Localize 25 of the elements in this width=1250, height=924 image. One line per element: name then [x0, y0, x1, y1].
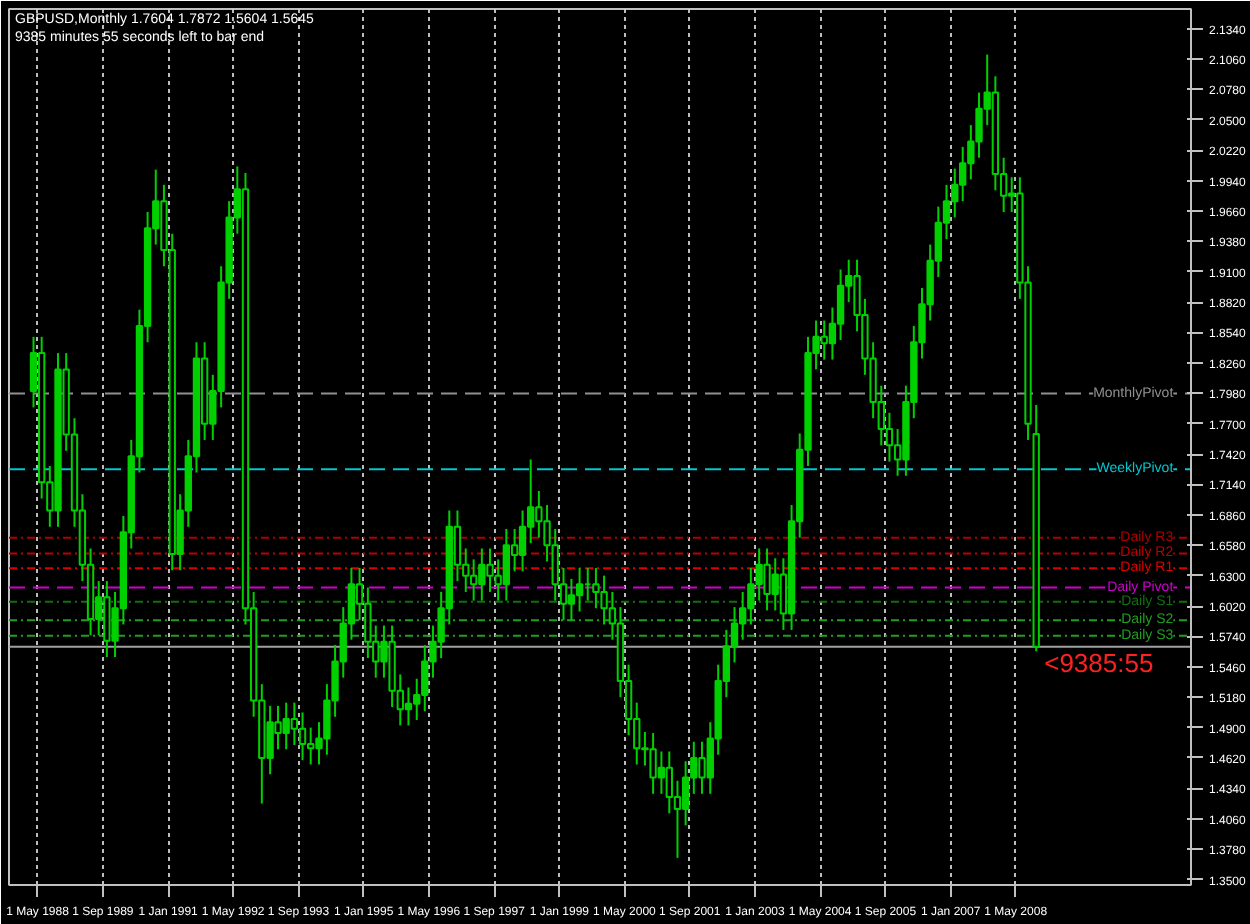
candlestick — [502, 527, 511, 602]
candlestick — [298, 711, 307, 762]
candlestick — [486, 547, 494, 593]
candlestick — [274, 704, 282, 751]
candlestick — [951, 167, 959, 219]
candlestick — [404, 686, 413, 727]
candlestick — [836, 268, 845, 342]
candlestick — [103, 580, 111, 659]
candlestick — [478, 547, 486, 602]
candlestick — [649, 732, 657, 795]
candlestick — [518, 509, 527, 573]
candlestick — [421, 644, 429, 713]
candlestick — [575, 567, 584, 613]
annotation: <9385:55 — [1044, 648, 1154, 678]
candlestick — [657, 750, 666, 795]
candlestick — [290, 701, 299, 746]
candlestick — [763, 547, 771, 612]
candlestick — [698, 740, 706, 795]
candlestick — [282, 701, 290, 751]
candlestick — [771, 557, 779, 612]
candlestick — [820, 319, 828, 361]
candlestick — [567, 577, 576, 622]
candlestick — [551, 527, 559, 602]
candlestick — [266, 704, 274, 776]
candlestick — [681, 760, 690, 827]
